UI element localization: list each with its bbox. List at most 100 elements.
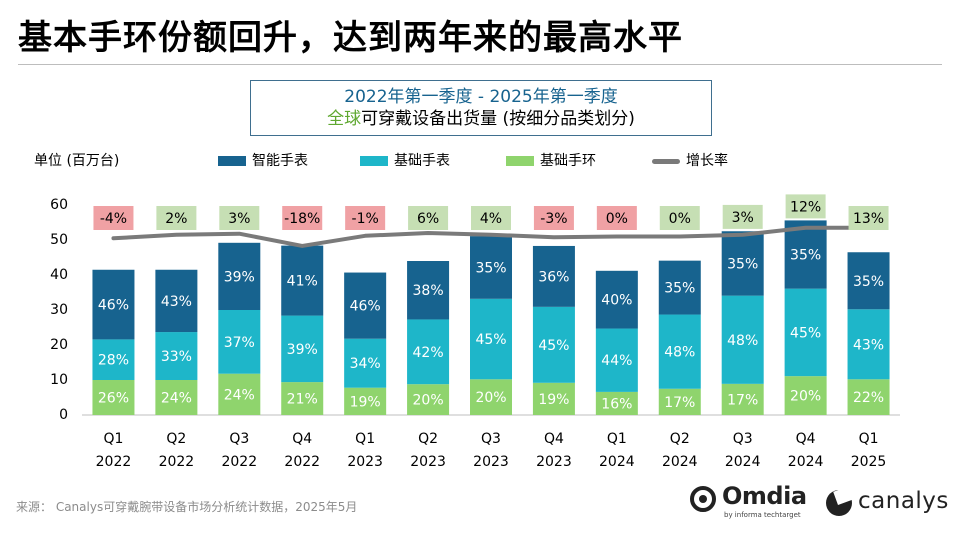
- bar-segment-smartwatch: [784, 220, 827, 289]
- bar-segment-label: 42%: [413, 345, 444, 361]
- growth-rate-box: [93, 206, 134, 230]
- growth-rate-line: [111, 225, 871, 248]
- bar-segment-band: [532, 382, 575, 415]
- x-tick-label: Q4: [544, 431, 564, 447]
- bar-segment-label: 20%: [790, 389, 821, 405]
- x-tick-label: Q3: [733, 431, 753, 447]
- x-tick-label-year: 2024: [662, 454, 698, 470]
- bar-segment-label: 38%: [413, 283, 444, 299]
- bar-segment-basic-watch: [92, 339, 135, 380]
- bar-segment-label: 24%: [224, 387, 255, 403]
- x-tick-label-year: 2022: [284, 454, 320, 470]
- page-title: 基本手环份额回升，达到两年来的最高水平: [18, 18, 683, 58]
- bar-segment-smartwatch: [721, 231, 764, 296]
- canalys-logo: canalys: [826, 486, 948, 518]
- bar-segment-basic-watch: [155, 332, 198, 380]
- y-tick-label: 50: [50, 232, 68, 248]
- bar-segment-label: 26%: [98, 391, 129, 407]
- bar-segment-smartwatch: [218, 242, 261, 310]
- canalys-logo-text: canalys: [858, 488, 949, 514]
- bar-segment-label: 22%: [853, 390, 884, 406]
- bar-segment-label: 21%: [287, 392, 318, 408]
- y-tick-label: 0: [59, 407, 68, 423]
- growth-rate-box: [785, 194, 826, 219]
- growth-rate-label: 3%: [228, 211, 250, 227]
- y-tick-label: 20: [50, 337, 68, 353]
- bar-segment-smartwatch: [92, 269, 135, 340]
- y-tick-label: 40: [50, 267, 68, 283]
- x-tick-label: Q2: [166, 431, 186, 447]
- bar-segment-smartwatch: [344, 272, 387, 339]
- legend-swatch-basic-band: [506, 156, 534, 166]
- source-note: 来源： Canalys可穿戴腕带设备市场分析统计数据，2025年5月: [16, 500, 358, 514]
- legend-swatch-growth: [652, 158, 680, 164]
- bar-segment-label: 46%: [350, 299, 381, 315]
- bar-segment-band: [344, 387, 387, 415]
- x-tick-label-year: 2022: [96, 454, 132, 470]
- x-tick-label-year: 2025: [851, 454, 887, 470]
- x-tick-label-year: 2022: [221, 454, 257, 470]
- bar-segment-label: 16%: [601, 396, 632, 412]
- bar-segment-smartwatch: [532, 245, 575, 307]
- bar-segment-basic-watch: [218, 310, 261, 374]
- x-tick-label-year: 2024: [725, 454, 761, 470]
- growth-rate-label: -18%: [284, 211, 320, 227]
- bar-segment-band: [218, 373, 261, 415]
- bar-segment-smartwatch: [847, 252, 890, 310]
- legend-item-growth: 增长率: [652, 150, 728, 170]
- bar-segment-basic-watch: [847, 309, 890, 380]
- bar-segment-label: 35%: [664, 281, 695, 297]
- bar-segment-label: 28%: [98, 353, 129, 369]
- bar-segment-band: [407, 384, 450, 415]
- x-tick-label-year: 2024: [599, 454, 635, 470]
- x-tick-label: Q2: [670, 431, 690, 447]
- growth-rate-label: 3%: [732, 210, 754, 226]
- bar-segment-basic-watch: [344, 338, 387, 388]
- bar-segment-basic-watch: [470, 298, 512, 380]
- x-tick-label: Q1: [355, 431, 375, 447]
- bar-segment-label: 35%: [727, 256, 758, 272]
- bar-segment-band: [92, 380, 135, 415]
- growth-rate-label: 6%: [417, 211, 439, 227]
- title-divider: [18, 64, 942, 65]
- bar-segment-smartwatch: [155, 269, 198, 333]
- omdia-logo-icon: [690, 486, 716, 512]
- growth-rate-label: 0%: [606, 211, 628, 227]
- subtitle-description: 全球可穿戴设备出货量 (按细分品类划分): [251, 108, 711, 130]
- bar-segment-label: 19%: [538, 392, 569, 408]
- bar-segment-band: [470, 379, 512, 415]
- bar-segment-label: 40%: [601, 293, 632, 309]
- bar-segment-label: 24%: [161, 391, 192, 407]
- x-tick-label: Q1: [859, 431, 879, 447]
- growth-rate-label: 12%: [790, 199, 821, 215]
- bar-segment-smartwatch: [281, 245, 324, 316]
- bar-segment-band: [658, 388, 701, 415]
- x-tick-label: Q3: [229, 431, 249, 447]
- growth-rate-label: -3%: [540, 211, 567, 227]
- omdia-logo: Omdia by informa techtarget: [690, 482, 810, 522]
- bar-segment-label: 35%: [790, 248, 821, 264]
- x-tick-label: Q4: [292, 431, 312, 447]
- bar-segment-smartwatch: [470, 236, 512, 299]
- x-tick-label: Q1: [607, 431, 627, 447]
- bar-segment-label: 39%: [224, 269, 255, 285]
- x-tick-label: Q2: [418, 431, 438, 447]
- subtitle-date-range: 2022年第一季度 - 2025年第一季度: [344, 87, 618, 107]
- omdia-logo-subtext: by informa techtarget: [724, 511, 801, 519]
- bar-segment-band: [281, 382, 324, 415]
- bar-segment-label: 34%: [350, 356, 381, 372]
- bar-segment-band: [155, 380, 198, 415]
- growth-rate-box: [219, 206, 260, 230]
- bar-segment-label: 48%: [664, 345, 695, 361]
- bar-segment-band: [847, 379, 890, 415]
- growth-rate-box: [345, 206, 386, 230]
- bar-segment-label: 17%: [727, 392, 758, 408]
- growth-rate-label: -1%: [352, 211, 379, 227]
- growth-rate-box: [848, 206, 889, 230]
- bar-segment-label: 37%: [224, 335, 255, 351]
- legend-item-basic-band: 基础手环: [506, 150, 596, 170]
- bar-segment-label: 33%: [161, 349, 192, 365]
- bar-segment-basic-watch: [407, 319, 450, 385]
- growth-rate-box: [471, 206, 511, 230]
